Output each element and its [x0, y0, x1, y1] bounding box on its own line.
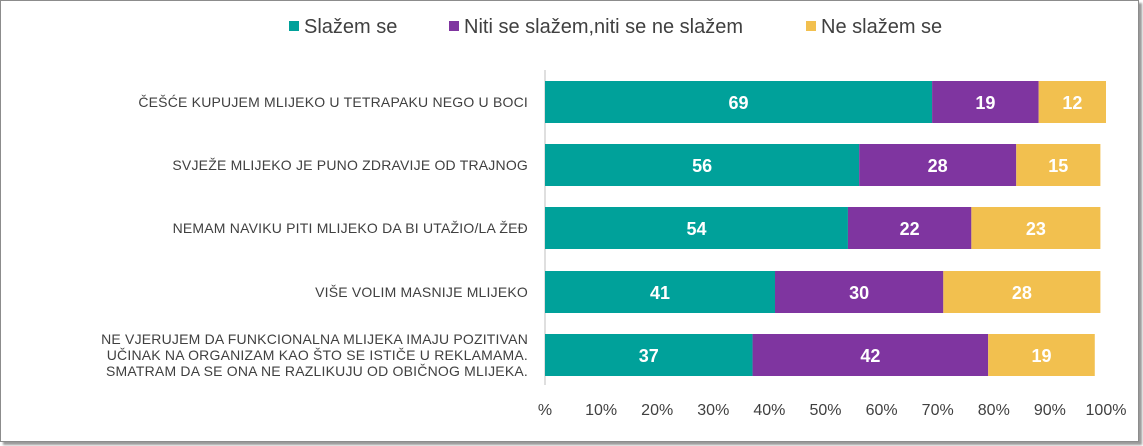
x-tick-label-1: 10%	[585, 402, 617, 419]
bar-segment-4-series-3	[943, 271, 1101, 313]
legend-swatch-1	[289, 21, 299, 31]
x-tick-label-4: 40%	[753, 402, 785, 419]
data-label-5-series-3: 19	[1031, 346, 1051, 366]
x-tick-label-8: 80%	[978, 402, 1010, 419]
data-label-2-series-1: 56	[692, 156, 712, 176]
bar-segment-5-series-3	[988, 334, 1095, 376]
data-label-1-series-2: 19	[975, 93, 995, 113]
data-label-3-series-1: 54	[686, 219, 706, 239]
category-label-5-line-3: SMATRAM DA SE ONA NE RAZLIKUJU OD OBIČNO…	[106, 363, 528, 379]
legend-entry-3: Ne slažem se	[821, 16, 942, 38]
bar-segment-1-series-3	[1038, 81, 1106, 123]
category-label-3: NEMAM NAVIKU PITI MLIJEKO DA BI UTAŽIO/L…	[173, 220, 528, 236]
data-label-4-series-3: 28	[1012, 283, 1032, 303]
category-label-1: ČEŠĆE KUPUJEM MLIJEKO U TETRAPAKU NEGO U…	[138, 94, 528, 110]
bar-segment-2-series-2	[859, 144, 1017, 186]
data-label-3-series-2: 22	[900, 219, 920, 239]
data-label-4-series-2: 30	[849, 283, 869, 303]
bar-segment-1-series-2	[932, 81, 1039, 123]
category-label-2: SVJEŽE MLIJEKO JE PUNO ZDRAVIJE OD TRAJN…	[172, 157, 528, 173]
x-tick-label-2: 20%	[641, 402, 673, 419]
x-tick-label-10: 100%	[1086, 402, 1127, 419]
legend-entry-2: Niti se slažem,niti se ne slažem	[464, 16, 743, 38]
x-tick-label-3: 30%	[697, 402, 729, 419]
data-label-2-series-3: 15	[1048, 156, 1068, 176]
bar-segment-3-series-1	[545, 207, 848, 249]
category-label-5-line-2: UČINAK NA ORGANIZAM KAO ŠTO SE ISTIČE U …	[107, 347, 528, 363]
x-tick-label-7: 70%	[922, 402, 954, 419]
bar-segment-2-series-1	[545, 144, 860, 186]
x-tick-label-0: %	[538, 402, 552, 419]
category-label-5-line-1: NE VJERUJEM DA FUNKCIONALNA MLIJEKA IMAJ…	[101, 331, 528, 347]
bar-segment-5-series-1	[545, 334, 753, 376]
data-label-1-series-1: 69	[729, 93, 749, 113]
data-label-5-series-1: 37	[639, 346, 659, 366]
bar-segment-4-series-1	[545, 271, 776, 313]
bar-segment-2-series-3	[1016, 144, 1101, 186]
category-label-4: VIŠE VOLIM MASNIJE MLIJEKO	[315, 284, 528, 300]
x-tick-label-6: 60%	[866, 402, 898, 419]
legend-swatch-3	[806, 21, 816, 31]
bar-segment-4-series-2	[775, 271, 944, 313]
data-label-3-series-3: 23	[1026, 219, 1046, 239]
bar-segment-3-series-3	[971, 207, 1101, 249]
data-label-5-series-2: 42	[860, 346, 880, 366]
data-label-1-series-3: 12	[1062, 93, 1082, 113]
bar-segment-1-series-1	[545, 81, 933, 123]
x-tick-label-5: 50%	[809, 402, 841, 419]
data-label-2-series-2: 28	[928, 156, 948, 176]
bar-segment-3-series-2	[847, 207, 972, 249]
bar-segment-5-series-2	[752, 334, 989, 376]
x-tick-label-9: 90%	[1034, 402, 1066, 419]
legend-entry-1: Slažem se	[304, 16, 397, 38]
data-label-4-series-1: 41	[650, 283, 670, 303]
legend-swatch-2	[449, 21, 459, 31]
